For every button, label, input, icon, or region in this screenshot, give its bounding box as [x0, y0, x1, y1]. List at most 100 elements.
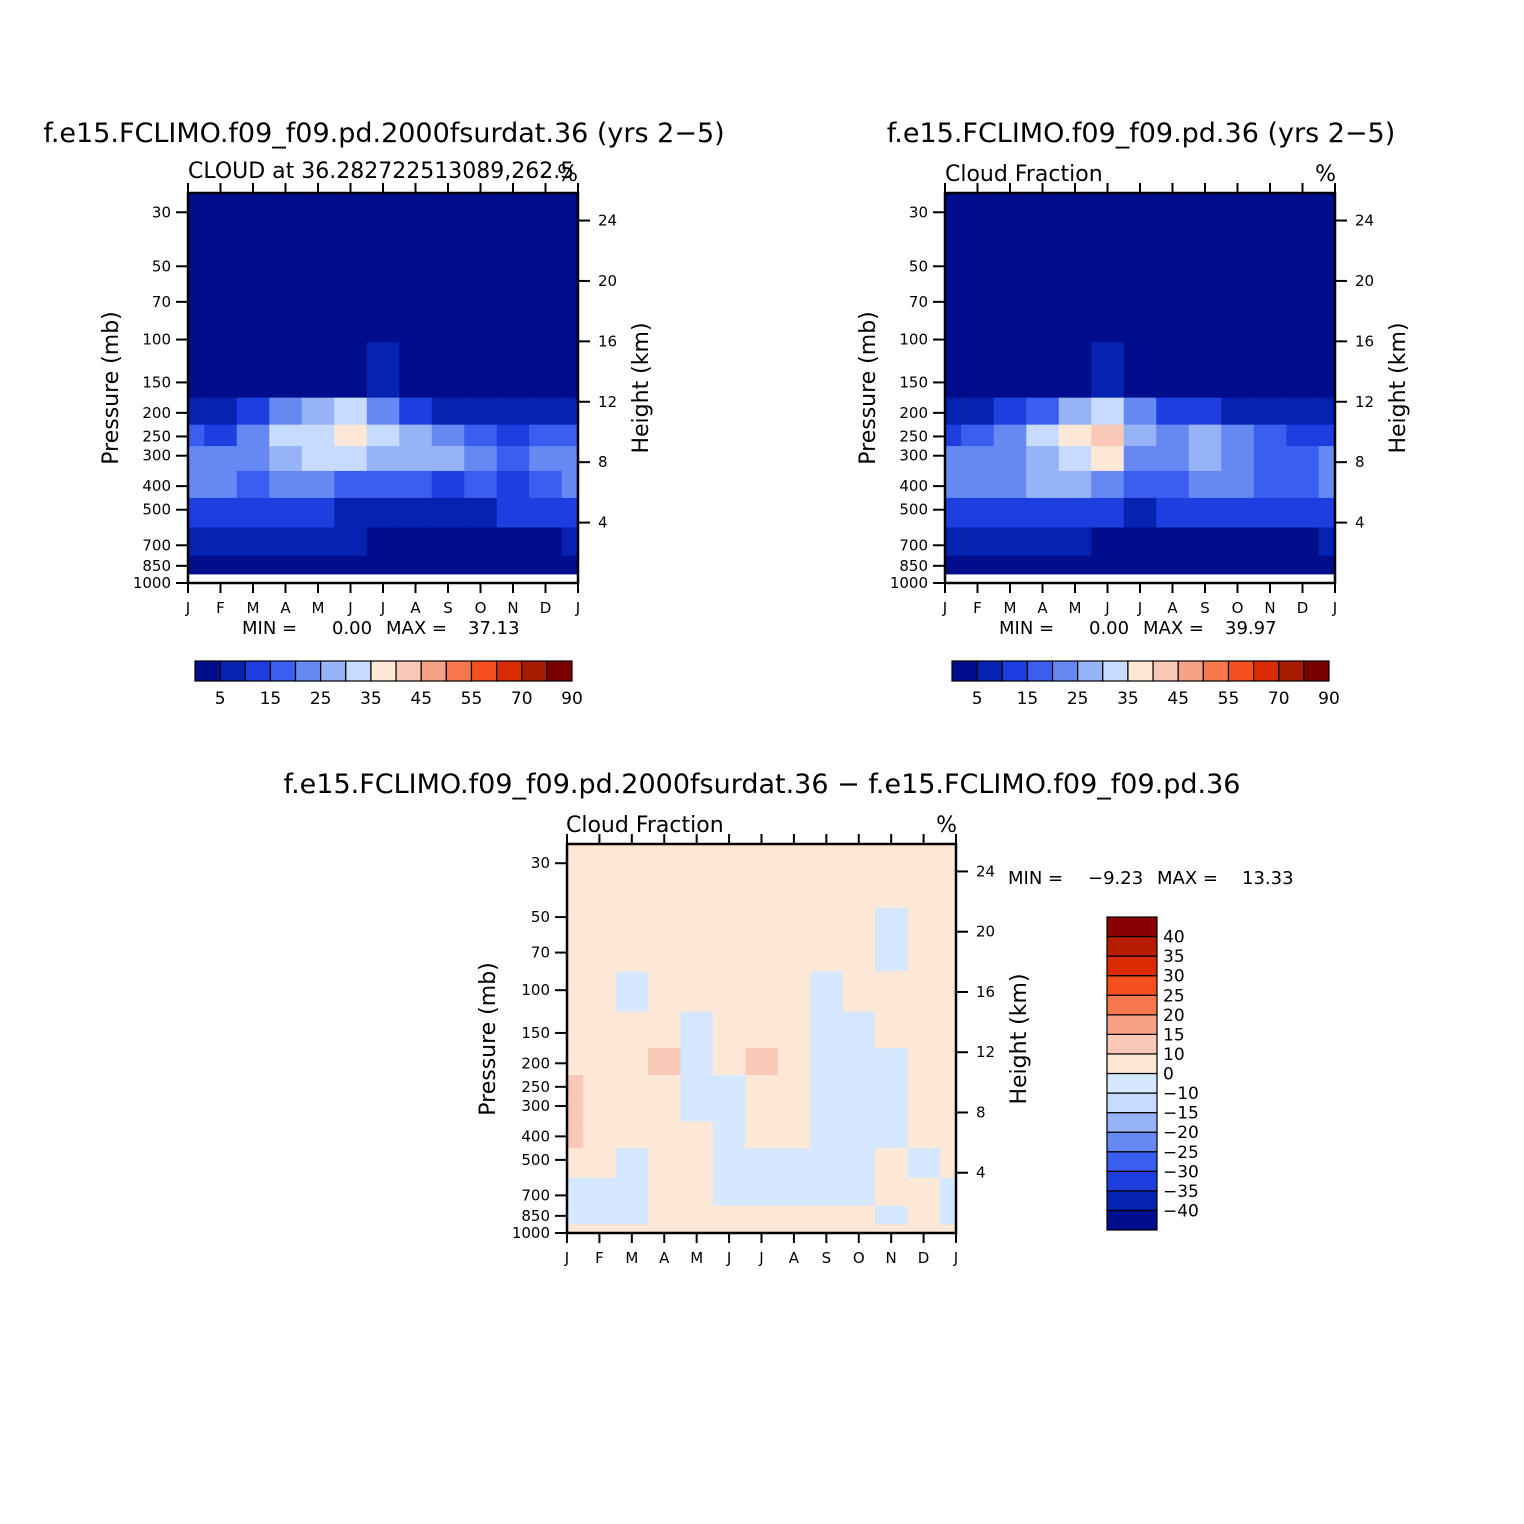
- contour-cell: [204, 574, 238, 584]
- contour-cell: [874, 907, 908, 972]
- contour-cell: [1253, 555, 1287, 575]
- contour-cell: [1156, 424, 1190, 447]
- contour-cell: [269, 497, 303, 529]
- contour-cell: [399, 397, 433, 426]
- panel-title: f.e15.FCLIMO.f09_f09.pd.2000fsurdat.36 −…: [284, 769, 1241, 800]
- contour-cell: [842, 1121, 876, 1149]
- contour-cell: [1221, 527, 1255, 557]
- contour-cell: [945, 555, 962, 575]
- contour-cell: [712, 844, 746, 909]
- contour-cell: [529, 574, 563, 584]
- contour-cell: [366, 257, 400, 343]
- contour-cell: [204, 342, 238, 399]
- contour-cell: [745, 971, 779, 1013]
- colorbar-swatch: [294, 660, 322, 682]
- contour-cell: [529, 446, 563, 472]
- contour-cell: [745, 1205, 779, 1226]
- y-tick-label: 300: [899, 447, 928, 465]
- contour-cell: [1058, 397, 1092, 426]
- y-axis-right-label: Height (km): [629, 322, 654, 453]
- panel-difference: f.e15.FCLIMO.f09_f09.pd.2000fsurdat.36 −…: [284, 769, 1294, 1267]
- y-tick-label: 850: [899, 557, 928, 575]
- contour-cell: [1318, 257, 1336, 343]
- contour-cell: [301, 342, 335, 399]
- contour-cell: [583, 1205, 617, 1226]
- contour-cell: [1318, 193, 1336, 258]
- contour-cell: [810, 1011, 844, 1049]
- contour-cell: [712, 1048, 746, 1076]
- contour-cell: [993, 555, 1027, 575]
- contour-cell: [301, 397, 335, 426]
- colorbar-swatch: [1106, 1072, 1158, 1094]
- colorbar-swatch: [1252, 660, 1280, 682]
- colorbar-swatch: [194, 660, 221, 682]
- contour-cell: [680, 1121, 714, 1149]
- subtitle-right: %: [936, 813, 957, 838]
- contour-cell: [1123, 193, 1157, 258]
- x-tick-label: O: [475, 599, 487, 617]
- contour-cell: [301, 257, 335, 343]
- colorbar-label: 25: [310, 689, 332, 709]
- contour-cell: [1058, 193, 1092, 258]
- colorbar-swatch: [370, 660, 397, 682]
- contour-cell: [529, 424, 563, 447]
- max-value: 37.13: [468, 618, 520, 639]
- contour-cell: [745, 1121, 779, 1149]
- colorbar-swatch: [320, 660, 347, 682]
- contour-cell: [1188, 470, 1222, 499]
- contour-cell: [1123, 342, 1157, 399]
- contour-cell: [907, 1205, 941, 1226]
- contour-cell: [1286, 446, 1320, 472]
- contour-cell: [1286, 193, 1320, 258]
- contour-cell: [366, 446, 400, 472]
- contour-cell: [961, 424, 995, 447]
- colorbar-swatch: [1106, 1053, 1158, 1075]
- contour-cell: [1156, 257, 1190, 343]
- y-tick-label: 500: [899, 501, 928, 519]
- contour-cell: [1058, 527, 1092, 557]
- colorbar-label: 40: [1163, 928, 1185, 948]
- contour-cell: [583, 1177, 617, 1207]
- contour-cell: [874, 1224, 908, 1234]
- contour-cell: [1156, 497, 1190, 529]
- contour-cell: [777, 1075, 811, 1098]
- y-tick-label: 300: [521, 1097, 550, 1115]
- x-tick-label: O: [1232, 599, 1244, 617]
- contour-cell: [269, 397, 303, 426]
- colorbar-swatch: [1106, 1092, 1158, 1114]
- colorbar-swatch: [345, 660, 372, 682]
- contour-cell: [939, 1121, 957, 1149]
- contour-cell: [874, 1048, 908, 1076]
- contour-cell: [1156, 470, 1190, 499]
- contour-cell: [777, 1011, 811, 1049]
- contour-cell: [712, 1011, 746, 1049]
- contour-cell: [464, 193, 498, 258]
- contour-cell: [301, 555, 335, 575]
- y-right-tick-label: 8: [976, 1103, 986, 1121]
- contour-cell: [269, 342, 303, 399]
- colorbar: 5 15 25 35 45 55 70 90: [951, 660, 1340, 709]
- contour-cell: [1253, 342, 1287, 399]
- contour-cell: [1123, 574, 1157, 584]
- contour-cell: [1091, 555, 1125, 575]
- colorbar-swatch: [1077, 660, 1104, 682]
- contour-cell: [1188, 574, 1222, 584]
- contour-cell: [1188, 555, 1222, 575]
- x-tick-label: M: [690, 1249, 703, 1267]
- contour-cell: [1123, 470, 1157, 499]
- contour-cell: [648, 1121, 682, 1149]
- colorbar-swatch: [1106, 994, 1158, 1016]
- x-tick-label: N: [507, 599, 518, 617]
- x-tick-label: F: [973, 599, 982, 617]
- min-value: 0.00: [1089, 618, 1129, 639]
- contour-cell: [615, 1205, 649, 1226]
- contour-cell: [567, 1011, 584, 1049]
- contour-cell: [399, 497, 433, 529]
- contour-cell: [945, 527, 962, 557]
- contour-cell: [1221, 470, 1255, 499]
- contour-cell: [567, 1224, 584, 1234]
- contour-cell: [1156, 342, 1190, 399]
- contour-cell: [561, 424, 579, 447]
- contour-cell: [842, 844, 876, 909]
